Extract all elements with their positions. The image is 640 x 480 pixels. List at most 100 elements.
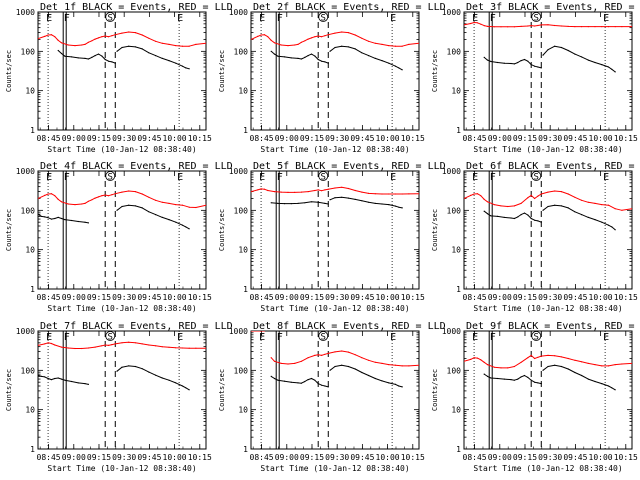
data-point-events: [321, 60, 323, 62]
data-point-lld: [473, 193, 475, 195]
x-tick-label: 09:15: [513, 134, 537, 143]
data-point-lld: [401, 365, 403, 367]
plot-frame: [463, 170, 633, 290]
y-tick-label: 100: [447, 206, 462, 215]
marker-label-e-start: E: [46, 172, 52, 183]
data-point-events: [141, 207, 143, 209]
x-tick-label: 09:30: [112, 134, 136, 143]
data-point-events: [304, 380, 306, 383]
data-point-events: [503, 62, 505, 64]
data-point-events: [87, 383, 89, 385]
data-point-events: [520, 60, 522, 62]
data-point-lld: [534, 357, 536, 360]
data-point-events: [175, 221, 177, 223]
data-point-lld: [486, 25, 489, 27]
data-point-lld: [554, 190, 556, 192]
data-point-events: [161, 57, 163, 60]
data-point-events: [517, 61, 519, 64]
marker-label-s: S: [534, 173, 539, 183]
data-point-events: [297, 57, 299, 60]
data-point-events: [155, 214, 157, 216]
y-tick-label: 1000: [16, 167, 35, 176]
data-point-lld: [168, 43, 170, 46]
data-point-lld: [294, 362, 296, 364]
chart-panel-4: Det 4f BLACK = Events, RED = LLD Counts/s…: [5, 161, 233, 313]
marker-label-f: F: [64, 172, 70, 183]
data-point-lld: [267, 189, 269, 192]
y-axis-label: Counts/sec: [5, 50, 13, 92]
data-point-events: [155, 55, 157, 57]
data-point-lld: [537, 195, 539, 197]
data-point-lld: [464, 360, 465, 362]
x-tick-label: 10:00: [376, 293, 400, 302]
chart-title: Det 9f BLACK = Events, RED = LLD: [466, 321, 640, 332]
data-point-lld: [155, 345, 157, 347]
data-point-lld: [394, 364, 397, 366]
data-point-events: [290, 203, 292, 205]
data-point-lld: [44, 194, 46, 196]
data-point-lld: [87, 200, 89, 202]
data-point-events: [38, 213, 39, 215]
series-events: [483, 204, 616, 231]
data-point-events: [540, 383, 542, 385]
x-tick-label: 09:00: [488, 453, 512, 462]
x-tick-label: 09:45: [563, 134, 587, 143]
data-point-lld: [473, 357, 475, 359]
x-tick-label: 09:00: [275, 293, 299, 302]
data-point-lld: [273, 191, 276, 193]
data-point-lld: [567, 25, 569, 27]
data-point-events: [523, 58, 526, 61]
data-point-events: [77, 57, 79, 59]
data-point-events: [554, 45, 556, 47]
x-tick-label: 09:30: [538, 134, 562, 143]
chart-panel-9: Det 9f BLACK = Events, RED = LLD Counts/s…: [431, 321, 640, 473]
series-line-events: [483, 373, 542, 385]
chart-panel-1: Det 1f BLACK = Events, RED = LLD Counts/s…: [5, 2, 233, 154]
data-point-lld: [50, 193, 53, 195]
data-point-events: [148, 211, 150, 213]
data-point-events: [497, 215, 499, 217]
series-events: [38, 204, 190, 230]
y-axis-label: Counts/sec: [5, 209, 13, 251]
data-point-events: [510, 62, 512, 65]
data-point-events: [60, 378, 63, 380]
data-point-events: [324, 61, 326, 63]
data-point-events: [398, 385, 400, 387]
data-point-lld: [540, 24, 542, 26]
x-tick-label: 09:45: [350, 453, 374, 462]
marker-label-f: F: [277, 13, 283, 24]
series-line-lld: [270, 350, 419, 367]
data-point-lld: [300, 191, 302, 193]
x-tick-label: 08:45: [37, 134, 61, 143]
data-point-events: [317, 383, 319, 385]
data-point-events: [567, 49, 569, 52]
data-point-events: [134, 205, 136, 207]
data-point-events: [64, 55, 66, 57]
data-point-events: [334, 365, 336, 368]
data-point-events: [567, 368, 569, 370]
data-point-events: [581, 214, 583, 216]
chart-panel-5: Det 5f BLACK = Events, RED = LLD Counts/s…: [218, 161, 446, 313]
data-point-lld: [527, 357, 529, 359]
data-point-events: [54, 217, 56, 220]
series-line-lld: [464, 22, 632, 28]
data-point-events: [334, 197, 336, 199]
data-point-lld: [175, 204, 177, 206]
data-point-events: [490, 215, 492, 217]
data-point-lld: [141, 193, 143, 195]
y-tick-label: 10: [238, 246, 248, 255]
x-tick-label: 09:45: [137, 293, 161, 302]
data-point-lld: [251, 38, 252, 41]
data-point-lld: [114, 34, 116, 36]
data-point-events: [168, 60, 170, 62]
x-tick-label: 09:30: [112, 453, 136, 462]
series-line-events: [116, 204, 190, 230]
data-point-lld: [374, 42, 376, 44]
data-point-lld: [520, 361, 522, 363]
data-point-lld: [476, 357, 478, 359]
data-point-events: [310, 53, 313, 55]
data-point-lld: [401, 193, 403, 195]
data-point-lld: [486, 364, 489, 366]
data-point-events: [97, 53, 100, 55]
data-point-events: [270, 202, 272, 204]
